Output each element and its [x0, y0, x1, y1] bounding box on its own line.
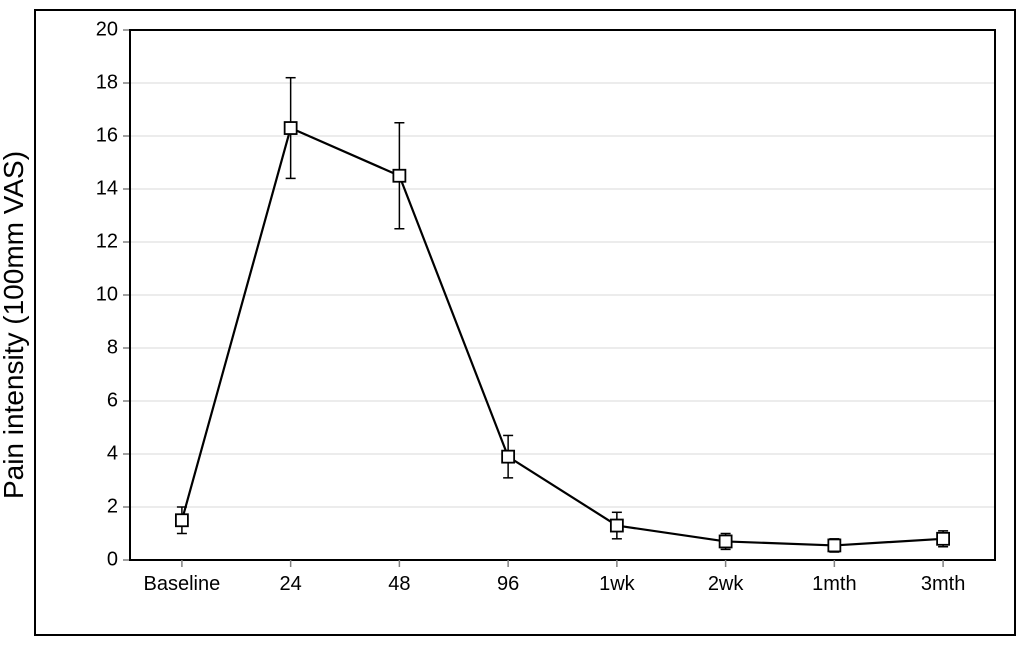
data-marker: [285, 122, 297, 134]
x-tick-label: 48: [388, 573, 410, 595]
x-tick-label: 2wk: [708, 573, 745, 595]
y-tick-label: 12: [96, 230, 118, 252]
pain-intensity-chart: 02468101214161820Baseline2448961wk2wk1mt…: [0, 0, 1024, 650]
y-tick-label: 20: [96, 18, 118, 40]
y-tick-label: 14: [96, 177, 118, 199]
y-tick-label: 4: [107, 442, 118, 464]
x-tick-label: 3mth: [921, 573, 965, 595]
x-tick-label: 24: [280, 573, 302, 595]
y-tick-label: 18: [96, 71, 118, 93]
x-tick-label: 1wk: [599, 573, 636, 595]
data-marker: [393, 170, 405, 182]
data-marker: [611, 520, 623, 532]
data-marker: [937, 533, 949, 545]
chart-container: Pain intensity (100mm VAS) 0246810121416…: [0, 0, 1024, 650]
y-axis-title: Pain intensity (100mm VAS): [0, 151, 30, 499]
data-marker: [720, 535, 732, 547]
data-marker: [828, 539, 840, 551]
data-marker: [176, 514, 188, 526]
data-marker: [502, 451, 514, 463]
y-tick-label: 16: [96, 124, 118, 146]
y-tick-label: 6: [107, 389, 118, 411]
x-tick-label: 96: [497, 573, 519, 595]
x-tick-label: Baseline: [144, 573, 221, 595]
y-tick-label: 8: [107, 336, 118, 358]
y-tick-label: 2: [107, 495, 118, 517]
x-tick-label: 1mth: [812, 573, 856, 595]
y-tick-label: 0: [107, 548, 118, 570]
y-tick-label: 10: [96, 283, 118, 305]
